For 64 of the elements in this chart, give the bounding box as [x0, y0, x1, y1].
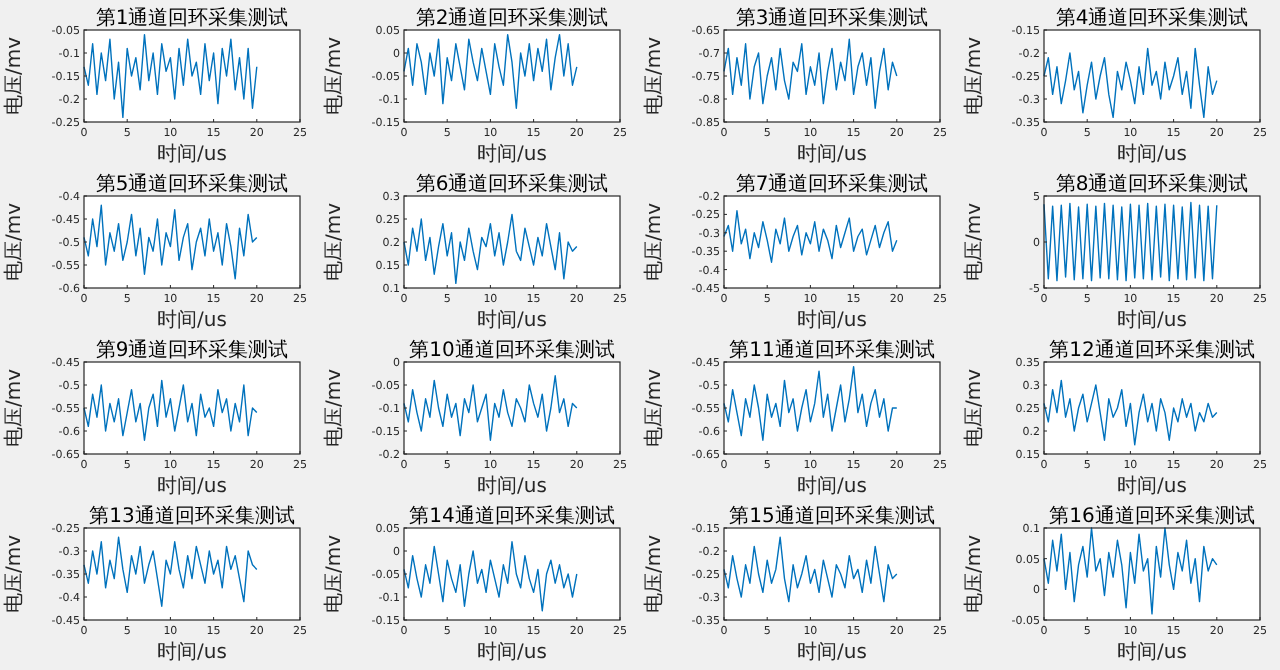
y-axis-title: 电压/mv [962, 36, 986, 116]
line-series [723, 536, 898, 603]
x-axis-title: 时间/us [477, 474, 547, 498]
y-axis-title: 电压/mv [322, 368, 346, 448]
chart-title: 第5通道回环采集测试 [95, 172, 289, 196]
x-axis-title: 时间/us [477, 142, 547, 166]
line-series [403, 375, 578, 441]
line-series [83, 536, 258, 607]
y-axis-title: 电压/mv [2, 36, 26, 116]
y-axis-title: 电压/mv [642, 202, 666, 282]
line-series [83, 204, 258, 280]
y-axis-title: 电压/mv [2, 368, 26, 448]
chart-title: 第1通道回环采集测试 [95, 6, 289, 30]
y-axis-title: 电压/mv [322, 202, 346, 282]
x-axis-title: 时间/us [477, 308, 547, 332]
y-axis-title: 电压/mv [962, 534, 986, 614]
x-axis-title: 时间/us [477, 640, 547, 664]
chart-title: 第3通道回环采集测试 [735, 6, 929, 30]
chart-title: 第13通道回环采集测试 [89, 504, 295, 528]
chart-title: 第9通道回环采集测试 [95, 338, 289, 362]
x-axis-title: 时间/us [797, 640, 867, 664]
y-axis-title: 电压/mv [642, 368, 666, 448]
line-series [403, 33, 578, 109]
x-axis-title: 时间/us [157, 308, 227, 332]
chart-title: 第7通道回环采集测试 [735, 172, 929, 196]
chart-title: 第4通道回环采集测试 [1055, 6, 1249, 30]
chart-title: 第2通道回环采集测试 [415, 6, 609, 30]
x-axis-title: 时间/us [797, 142, 867, 166]
x-axis-title: 时间/us [1117, 142, 1187, 166]
x-axis-title: 时间/us [1117, 308, 1187, 332]
y-axis-title: 电压/mv [962, 202, 986, 282]
line-series [403, 541, 578, 612]
line-series [83, 33, 258, 119]
line-series [723, 210, 898, 263]
line-series [1043, 527, 1218, 615]
x-axis-title: 时间/us [1117, 474, 1187, 498]
line-series [1043, 379, 1218, 446]
chart-title: 第10通道回环采集测试 [409, 338, 615, 362]
line-series [723, 38, 898, 109]
x-axis-title: 时间/us [1117, 640, 1187, 664]
y-axis-title: 电压/mv [642, 534, 666, 614]
line-series [83, 379, 258, 441]
y-axis-title: 电压/mv [962, 368, 986, 448]
x-axis-title: 时间/us [797, 308, 867, 332]
chart-title: 第16通道回环采集测试 [1049, 504, 1255, 528]
line-series [1043, 47, 1218, 119]
chart-title: 第8通道回环采集测试 [1055, 172, 1249, 196]
x-axis-title: 时间/us [157, 640, 227, 664]
line-series [1043, 201, 1218, 282]
x-axis-title: 时间/us [157, 142, 227, 166]
y-axis-title: 电压/mv [322, 36, 346, 116]
x-axis-title: 时间/us [797, 474, 867, 498]
y-axis-title: 电压/mv [642, 36, 666, 116]
chart-title: 第6通道回环采集测试 [415, 172, 609, 196]
y-axis-title: 电压/mv [2, 202, 26, 282]
y-axis-title: 电压/mv [2, 534, 26, 614]
chart-title: 第12通道回环采集测试 [1049, 338, 1255, 362]
x-axis-title: 时间/us [157, 474, 227, 498]
line-series [723, 365, 898, 441]
y-axis-title: 电压/mv [322, 534, 346, 614]
chart-title: 第14通道回环采集测试 [409, 504, 615, 528]
line-series [403, 213, 578, 285]
chart-title: 第15通道回环采集测试 [729, 504, 935, 528]
chart-title: 第11通道回环采集测试 [729, 338, 935, 362]
